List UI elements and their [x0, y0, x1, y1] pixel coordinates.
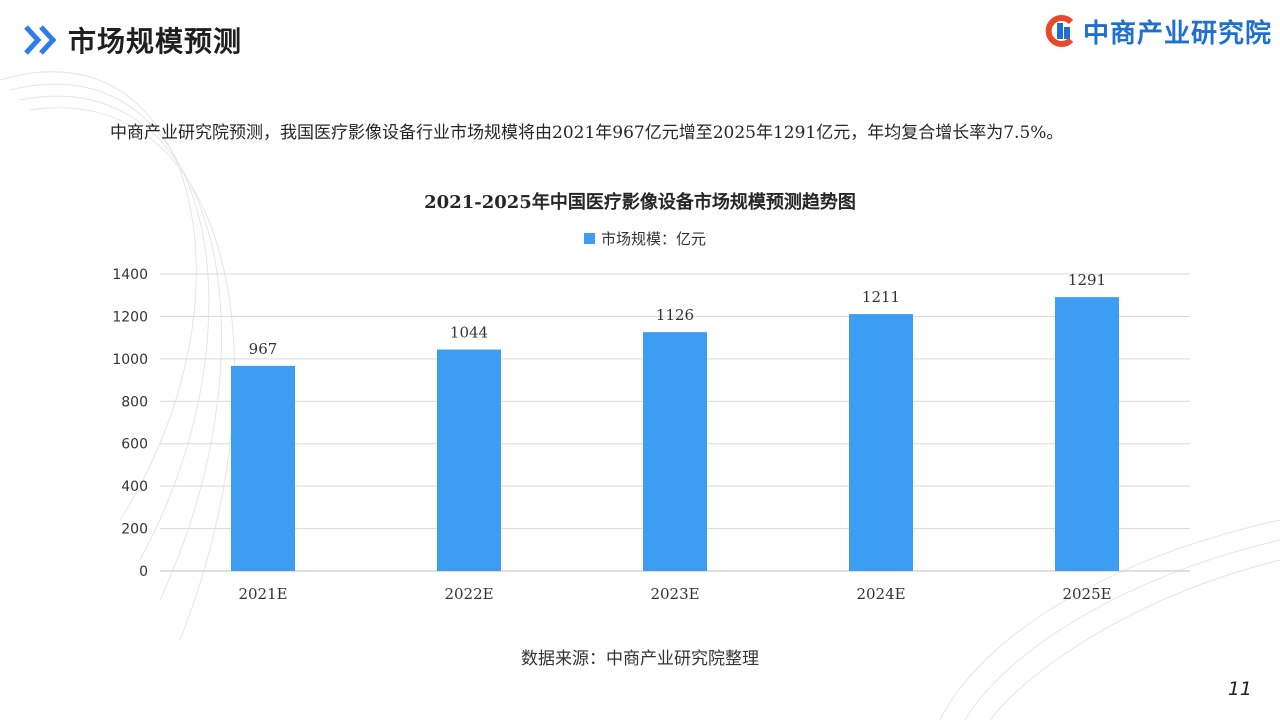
page-title: 市场规模预测	[68, 25, 243, 58]
brand-logo-icon	[1045, 15, 1074, 47]
x-tick-label: 2021E	[238, 585, 287, 603]
chart-title: 2021-2025年中国医疗影像设备市场规模预测趋势图	[424, 192, 856, 213]
bar	[1055, 297, 1119, 571]
legend-swatch	[584, 233, 595, 244]
y-tick-label: 1400	[112, 267, 148, 283]
y-tick-label: 800	[121, 394, 148, 410]
y-tick-label: 0	[139, 564, 148, 580]
brand-name: 中商产业研究院	[1082, 18, 1272, 49]
legend-label: 市场规模：亿元	[601, 230, 707, 248]
y-tick-label: 400	[121, 479, 148, 495]
bar	[437, 349, 501, 571]
brand-logo: 中商产业研究院	[1043, 12, 1272, 50]
data-source: 数据来源：中商产业研究院整理	[521, 649, 759, 669]
data-label: 967	[249, 340, 278, 358]
y-tick-label: 600	[121, 437, 148, 453]
x-tick-label: 2023E	[650, 585, 699, 603]
data-label: 1044	[450, 324, 488, 342]
chart-legend: 市场规模：亿元	[584, 228, 706, 249]
bar	[231, 365, 295, 571]
data-label: 1291	[1068, 271, 1106, 289]
y-tick-label: 200	[121, 522, 148, 538]
summary-text: 中商产业研究院预测，我国医疗影像设备行业市场规模将由2021年967亿元增至20…	[110, 123, 1064, 143]
y-tick-label: 1000	[112, 352, 148, 368]
page-number: 11	[1227, 678, 1252, 700]
data-label: 1126	[656, 306, 694, 324]
bar	[643, 332, 707, 571]
x-tick-label: 2022E	[444, 585, 493, 603]
bar	[849, 314, 913, 571]
chevron-right-icon	[24, 25, 57, 55]
x-tick-label: 2025E	[1062, 585, 1111, 603]
y-tick-label: 1200	[112, 309, 148, 325]
data-label: 1211	[862, 288, 900, 306]
x-tick-label: 2024E	[856, 585, 905, 603]
